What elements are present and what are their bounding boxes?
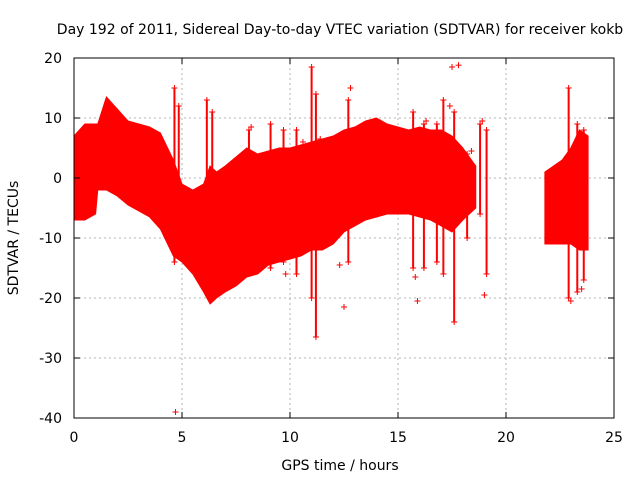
data-layer <box>73 62 589 415</box>
data-point-marker <box>446 103 453 109</box>
data-point-marker <box>293 271 300 277</box>
x-tick-label: 5 <box>178 430 187 446</box>
data-point-marker <box>412 274 419 280</box>
axis-ticks: 0 5 10 15 20 25 -40 -30 -20 -10 0 10 20 <box>39 51 623 446</box>
data-point-marker <box>433 121 440 127</box>
data-band-main <box>73 96 477 305</box>
data-point-marker <box>468 148 475 154</box>
data-point-marker <box>410 265 417 271</box>
data-point-marker <box>567 298 574 304</box>
data-point-marker <box>171 85 178 91</box>
x-tick-label: 0 <box>70 430 79 446</box>
y-tick-label: -30 <box>39 351 62 367</box>
data-point-marker <box>341 304 347 310</box>
data-point-marker <box>248 124 255 130</box>
x-tick-label: 25 <box>605 430 623 446</box>
data-point-marker <box>410 109 417 115</box>
data-point-marker <box>175 247 182 253</box>
data-point-marker <box>317 136 324 142</box>
data-point-marker <box>455 62 462 69</box>
data-point-marker <box>451 319 458 325</box>
data-point-marker <box>477 211 484 217</box>
data-point-marker <box>175 103 182 109</box>
data-point-marker <box>293 127 300 133</box>
data-point-marker <box>312 334 319 340</box>
x-tick-label: 20 <box>497 430 515 446</box>
data-point-marker <box>267 121 274 127</box>
data-point-marker <box>345 259 352 265</box>
x-axis-label: GPS time / hours <box>281 458 398 474</box>
data-point-marker <box>574 121 581 127</box>
data-point-marker <box>308 295 315 301</box>
data-point-marker <box>209 109 216 115</box>
data-point-marker <box>209 295 216 301</box>
data-point-marker <box>203 97 210 103</box>
data-point-marker <box>479 118 486 124</box>
data-point-marker <box>384 127 391 133</box>
data-point-marker <box>420 265 427 271</box>
data-point-marker <box>172 409 179 415</box>
y-tick-label: 0 <box>53 171 62 187</box>
data-point-marker <box>574 289 581 295</box>
grid-lines <box>74 58 614 418</box>
data-point-marker <box>267 265 274 271</box>
data-point-marker <box>414 298 421 304</box>
x-tick-label: 10 <box>281 430 299 446</box>
data-point-marker <box>433 259 440 265</box>
data-point-marker <box>440 271 447 277</box>
y-tick-label: -20 <box>39 291 62 307</box>
data-point-marker <box>578 286 585 292</box>
data-point-marker <box>280 259 287 265</box>
y-tick-label: -40 <box>39 411 62 427</box>
y-tick-label: 10 <box>44 111 62 127</box>
x-tick-label: 15 <box>389 430 407 446</box>
data-point-marker <box>336 262 343 268</box>
data-point-marker <box>345 97 352 103</box>
data-point-marker <box>347 85 354 91</box>
data-point-marker <box>580 127 587 133</box>
y-axis-label: SDTVAR / TECUs <box>6 181 22 296</box>
data-point-marker <box>171 259 178 265</box>
data-point-marker <box>423 118 430 124</box>
data-point-marker <box>308 64 315 70</box>
data-point-marker <box>282 271 289 277</box>
data-point-marker <box>245 271 252 277</box>
data-point-marker <box>464 235 471 241</box>
data-point-marker <box>299 139 306 145</box>
data-point-marker <box>449 64 455 70</box>
data-point-marker <box>312 91 319 97</box>
y-tick-label: -10 <box>39 231 62 247</box>
data-point-marker <box>203 283 210 289</box>
data-point-marker <box>464 151 471 157</box>
data-point-marker <box>565 85 572 91</box>
y-tick-label: 20 <box>44 51 62 67</box>
data-point-marker <box>440 97 447 103</box>
data-point-marker <box>222 280 229 286</box>
data-point-marker <box>280 127 287 133</box>
data-point-marker <box>483 127 490 133</box>
data-point-marker <box>481 292 488 298</box>
data-point-marker <box>580 277 587 283</box>
data-point-marker <box>483 271 490 277</box>
data-point-marker <box>451 109 458 115</box>
data-band-late <box>544 129 589 251</box>
chart-title: Day 192 of 2011, Sidereal Day-to-day VTE… <box>57 22 623 38</box>
